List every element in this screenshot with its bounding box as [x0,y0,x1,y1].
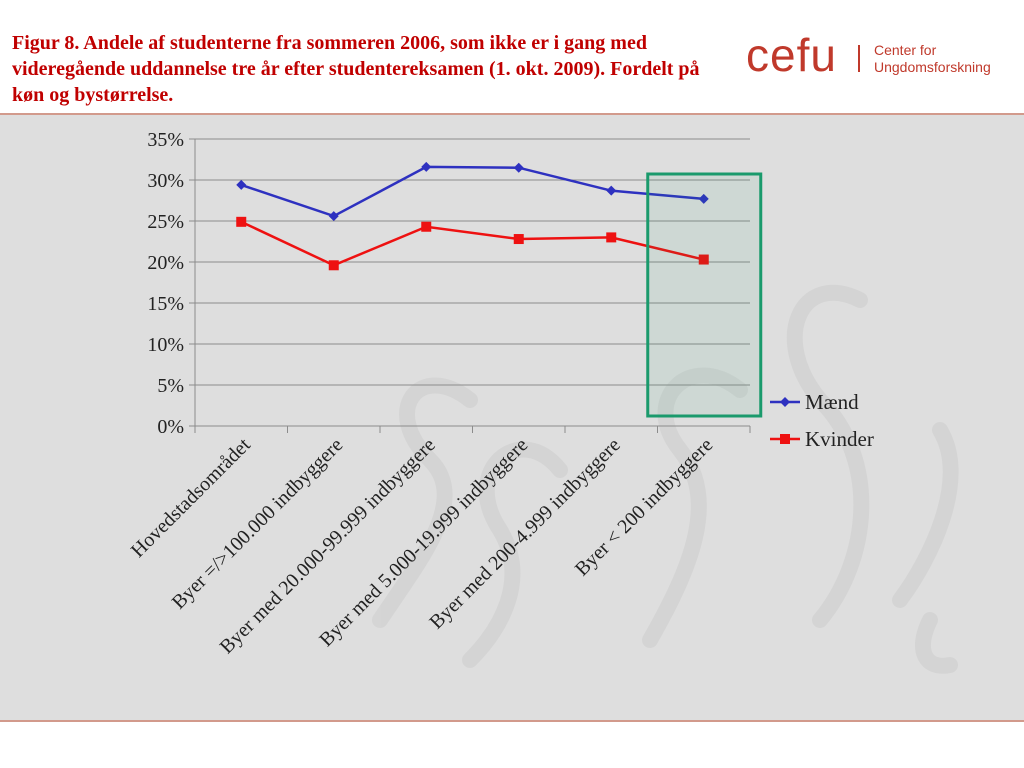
chart-legend: Mænd Kvinder [770,390,874,451]
y-axis-tick-labels: 0% 5% 10% 15% 20% 25% 30% 35% [147,129,184,438]
logo-subtitle: Center for Ungdomsforskning [874,42,991,76]
grid-lines [189,138,750,427]
data-point-mænd [421,161,432,172]
legend-marker [780,397,790,407]
footer-divider [0,720,1024,722]
y-tick-label: 5% [157,375,184,397]
data-point-kvinder [421,221,432,232]
logo-subtitle-line1: Center for [874,42,937,58]
logo-subtitle-line2: Ungdomsforskning [874,59,991,75]
data-point-kvinder [513,234,524,245]
data-point-kvinder [236,216,247,227]
x-tick-label: Byer med 200-4.999 indbyggere [425,434,624,633]
y-tick-label: 30% [147,170,184,192]
legend-label: Kvinder [805,427,874,451]
x-tick-label: Byer =/>100.000 indbyggere [168,434,348,614]
series-line-mænd [240,165,704,218]
data-point-mænd [513,162,524,173]
data-point-kvinder [328,260,339,271]
highlight-layer [646,172,763,418]
chart-axes [194,139,751,433]
y-tick-label: 0% [157,416,184,438]
y-tick-label: 25% [147,211,184,233]
y-tick-label: 35% [147,129,184,151]
data-point-mænd [606,185,617,196]
data-point-kvinder [698,254,709,265]
header-divider [0,113,1024,115]
y-tick-label: 20% [147,252,184,274]
chart-panel [0,115,1024,720]
data-point-mænd [328,211,339,222]
data-point-mænd [236,179,247,190]
y-tick-label: 15% [147,293,184,315]
series-line-kvinder [240,220,705,267]
highlight-box [646,172,763,418]
logo-divider [858,45,860,72]
legend-label: Mænd [805,390,859,414]
legend-marker [780,434,790,444]
data-point-kvinder [606,232,617,243]
y-tick-label: 10% [147,334,184,356]
cefu-watermark-icon [372,285,959,674]
series-layer [236,161,709,271]
data-point-mænd [698,193,709,204]
figure-title: Figur 8. Andele af studenterne fra somme… [12,32,700,106]
logo-wordmark: cefu [746,29,837,81]
